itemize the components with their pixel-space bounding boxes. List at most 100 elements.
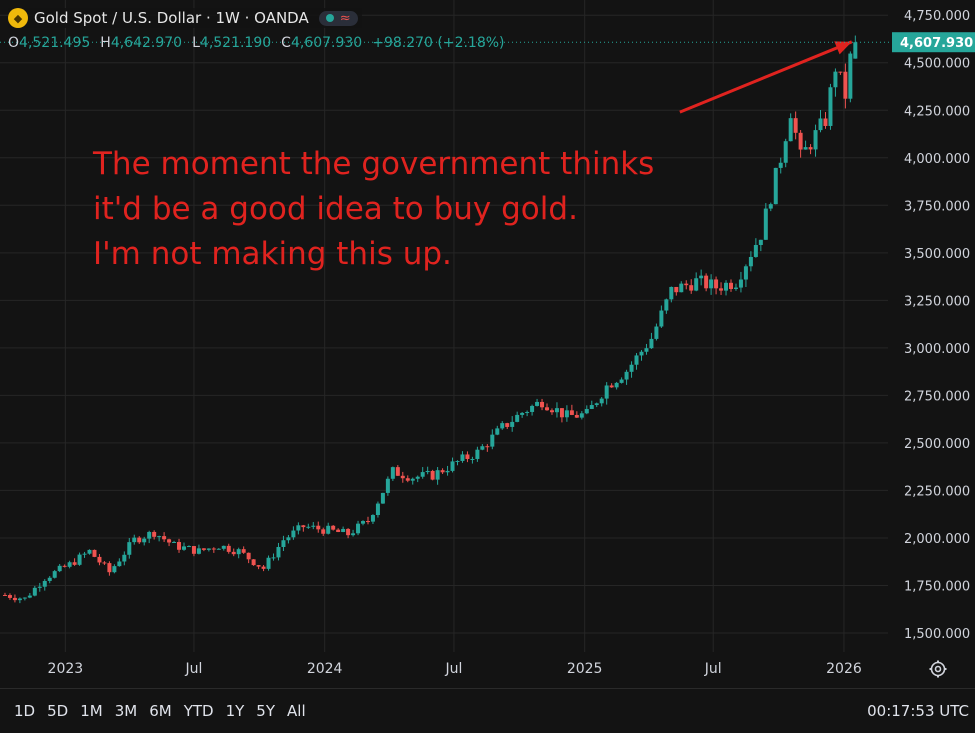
candle-body [664,299,669,311]
close-label: C [281,35,291,51]
candle-body [788,118,793,142]
range-buttons: 1D 5D 1M 3M 6M YTD 1Y 5Y All [8,698,312,724]
candle-body [321,529,326,534]
candle-body [629,364,634,372]
candle-body [589,405,594,409]
range-3m-button[interactable]: 3M [114,702,138,720]
candle-body [107,563,112,573]
candle-body [549,410,554,413]
candle-body [385,478,390,493]
candle-body [495,428,500,435]
symbol-legend[interactable]: ◆ Gold Spot / U.S. Dollar · 1W · OANDA ≈ [8,8,362,28]
axes: 1,500.000 1,750.000 2,000.000 2,250.000 2,50… [0,9,975,677]
candle-body [87,549,92,554]
y-tick-label: 2,500.000 [904,437,970,452]
candle-body [465,454,470,459]
x-tick-label: 2026 [826,661,862,677]
candle-body [37,586,42,588]
range-6m-button[interactable]: 6M [149,702,172,720]
candle-body [301,525,306,528]
candle-body [838,71,843,73]
range-5y-button[interactable]: 5Y [256,702,276,720]
y-tick-label: 2,000.000 [904,532,970,547]
candle-body [679,283,684,293]
candle-body [455,460,460,462]
candle-body [375,503,380,516]
candle-body [540,401,545,408]
candle-body [77,554,82,565]
x-tick-label: 2025 [567,661,603,677]
candle-body [848,53,853,99]
gear-icon[interactable] [928,659,948,679]
utc-clock[interactable]: 00:17:53 UTC [867,702,969,720]
candle-body [654,326,659,339]
y-tick-label: 4,250.000 [904,104,970,119]
candle-body [604,385,609,399]
candle-body [554,408,559,413]
candle-body [614,382,619,388]
candle-body [564,410,569,418]
candle-body [181,546,186,550]
candle-body [793,118,798,133]
candle-body [410,478,415,481]
candle-body [271,557,276,559]
candle-body [724,282,729,291]
candle-body [152,531,157,537]
candle-body [450,461,455,471]
candle-body [261,566,266,569]
candle-body [211,548,216,550]
range-ytd-button[interactable]: YTD [183,702,214,720]
candle-body [390,467,395,479]
candle-body [420,472,425,477]
x-tick-label: Jul [704,661,722,677]
candle-body [167,539,172,543]
candle-body [196,548,201,554]
candle-body [177,542,182,550]
candle-body [361,521,366,524]
candle-body [52,571,57,578]
arrow-head [834,41,852,55]
candle-body [579,413,584,418]
open-label: O [8,35,20,51]
candle-body [32,587,37,596]
ohlc-readout: O4,521.495 H4,642.970 L4,521.190 C4,607.… [8,35,505,51]
candle-body [246,552,251,560]
annotation-line-1: The moment the government thinks [93,146,655,182]
candle-body [216,548,221,550]
low-value: 4,521.190 [199,35,272,51]
candle-body [231,551,236,555]
candle-body [336,529,341,532]
range-1m-button[interactable]: 1M [80,702,103,720]
arrow-shaft [679,40,853,114]
candle-body [460,454,465,461]
candle-body [823,118,828,126]
range-1d-button[interactable]: 1D [14,702,36,720]
y-tick-label: 4,750.000 [904,9,970,24]
candle-body [405,478,410,481]
candle-body [584,408,589,414]
candle-body [515,414,520,422]
candle-body [559,408,564,418]
candle-body [147,531,152,539]
candle-body [768,204,773,209]
candle-body [440,470,445,473]
range-1y-button[interactable]: 1Y [225,702,245,720]
candle-body [122,554,127,562]
candle-body [535,401,540,406]
symbol-title[interactable]: Gold Spot / U.S. Dollar · 1W · OANDA [34,9,309,27]
candle-body [818,118,823,131]
range-5d-button[interactable]: 5D [47,702,69,720]
candle-body [475,449,480,459]
candle-body [510,421,515,427]
candle-body [758,239,763,245]
status-pill[interactable]: ≈ [318,10,358,26]
candle-body [286,537,291,541]
candle-body [351,533,356,536]
candle-body [719,288,724,291]
candle-body [659,310,664,327]
candle-body [843,71,848,99]
candle-body [311,525,316,527]
candle-body [500,423,505,429]
range-all-button[interactable]: All [287,702,306,720]
